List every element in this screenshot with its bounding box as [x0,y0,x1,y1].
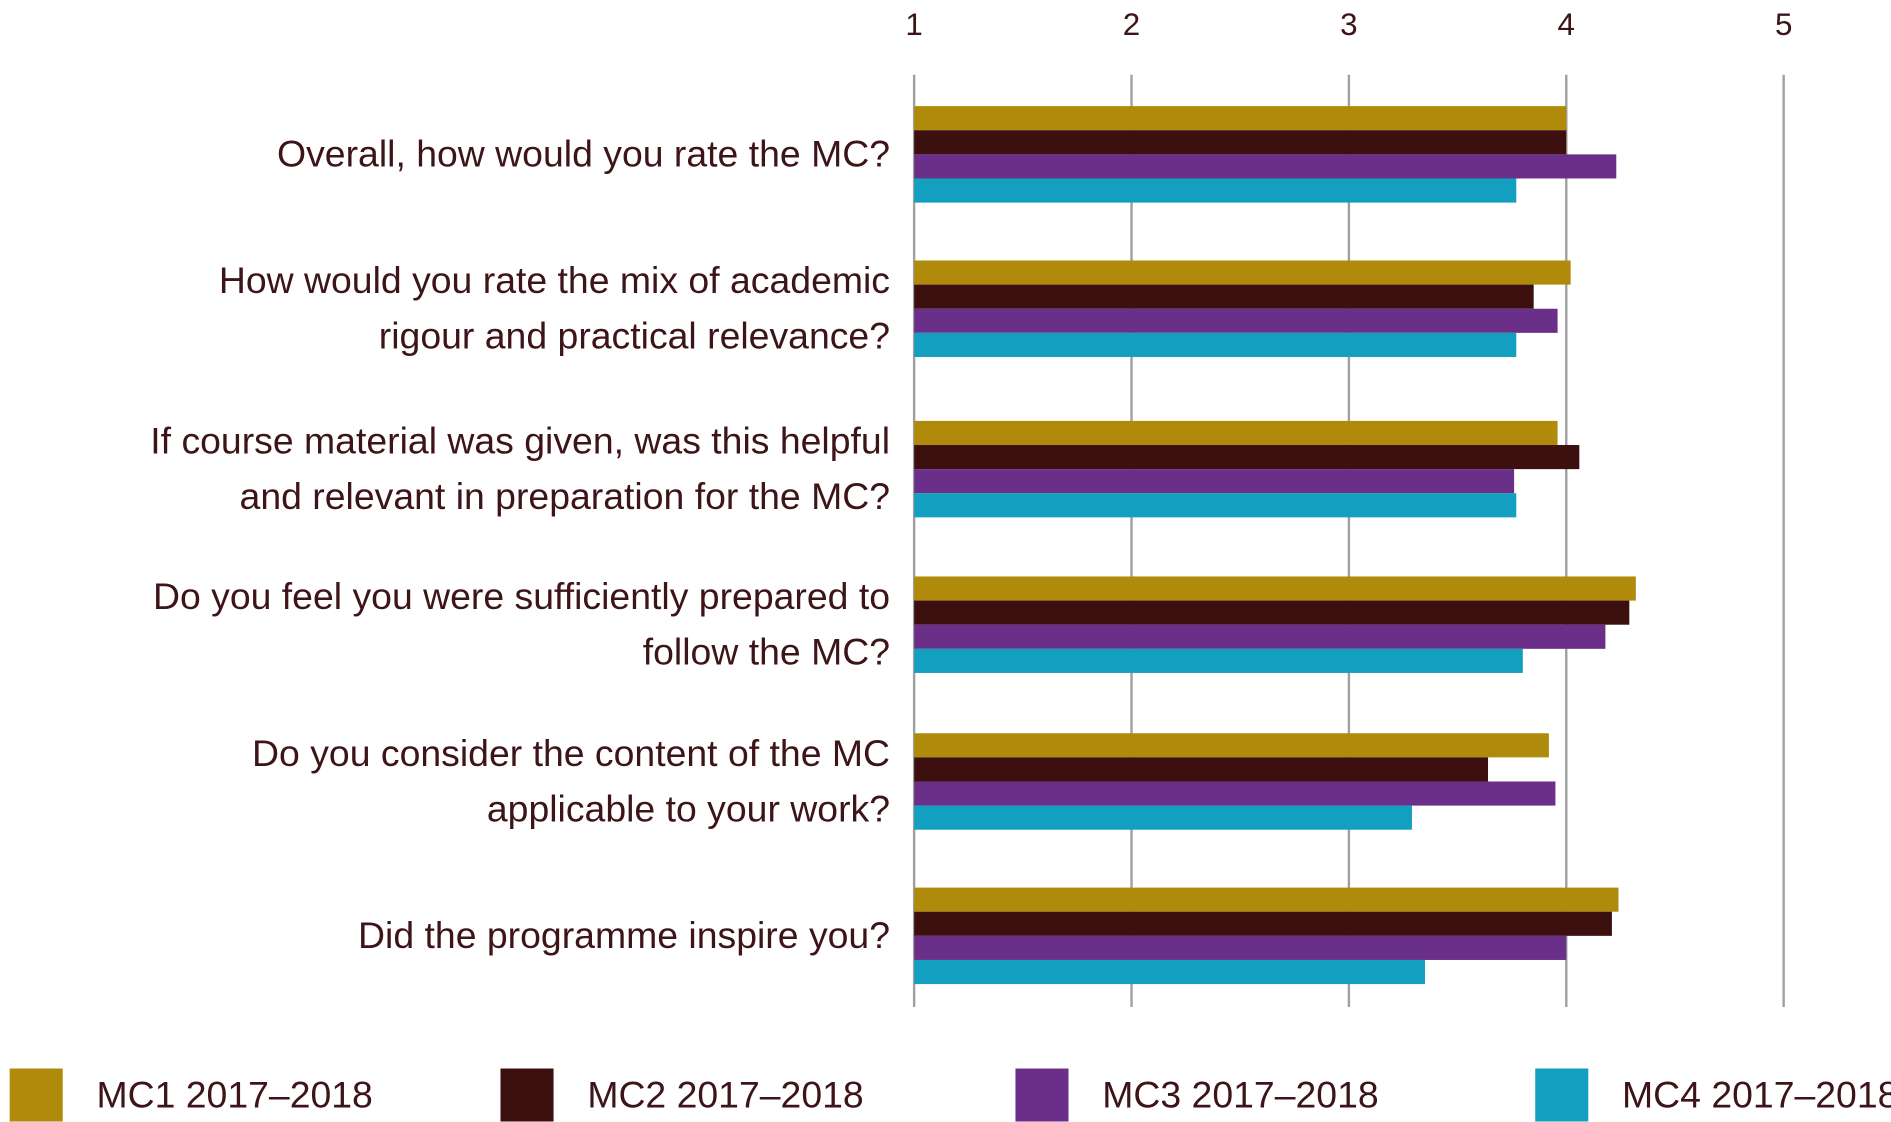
category-label: Did the programme inspire you? [358,914,891,957]
bar [914,757,1489,782]
legend-label: MC1 2017–2018 [96,1073,372,1115]
legend-swatch [1535,1068,1589,1122]
category-label: Overall, how would you rate the MC? [277,132,891,175]
bar [914,469,1515,494]
x-tick-label: 3 [1340,7,1357,42]
legend-swatch [1015,1068,1069,1122]
legend-swatch [9,1068,63,1122]
legend-label: MC2 2017–2018 [587,1073,863,1115]
bar [914,130,1567,155]
bar [914,332,1517,357]
bar [914,805,1412,830]
bar [914,260,1571,285]
bar [914,420,1558,446]
bar [914,106,1567,131]
bar [914,887,1619,912]
bar [914,959,1425,985]
bar [914,600,1630,625]
legend-swatch [500,1068,554,1122]
category-label: If course material was given, was this h… [150,419,891,518]
x-tick-label: 4 [1558,7,1575,42]
x-tick-label: 2 [1123,7,1140,42]
x-tick-label: 5 [1775,7,1792,42]
bar [914,624,1606,649]
legend-label: MC3 2017–2018 [1102,1073,1378,1115]
category-label: Do you consider the content of the MC ap… [252,732,891,830]
bar [914,648,1523,673]
legend-label: MC4 2017–2018 [1622,1073,1891,1115]
bar [914,493,1517,518]
bar [914,781,1556,806]
category-label: Do you feel you were sufficiently prepar… [152,575,891,673]
bar [914,935,1567,960]
category-label: How would you rate the mix of academic r… [218,259,891,357]
bar [914,178,1517,203]
bar [914,154,1617,179]
bar [914,733,1549,758]
x-tick-label: 1 [905,7,922,42]
bar [914,911,1612,936]
bar [914,445,1580,470]
bar [914,284,1534,309]
bar [914,308,1558,333]
bar [914,576,1636,601]
